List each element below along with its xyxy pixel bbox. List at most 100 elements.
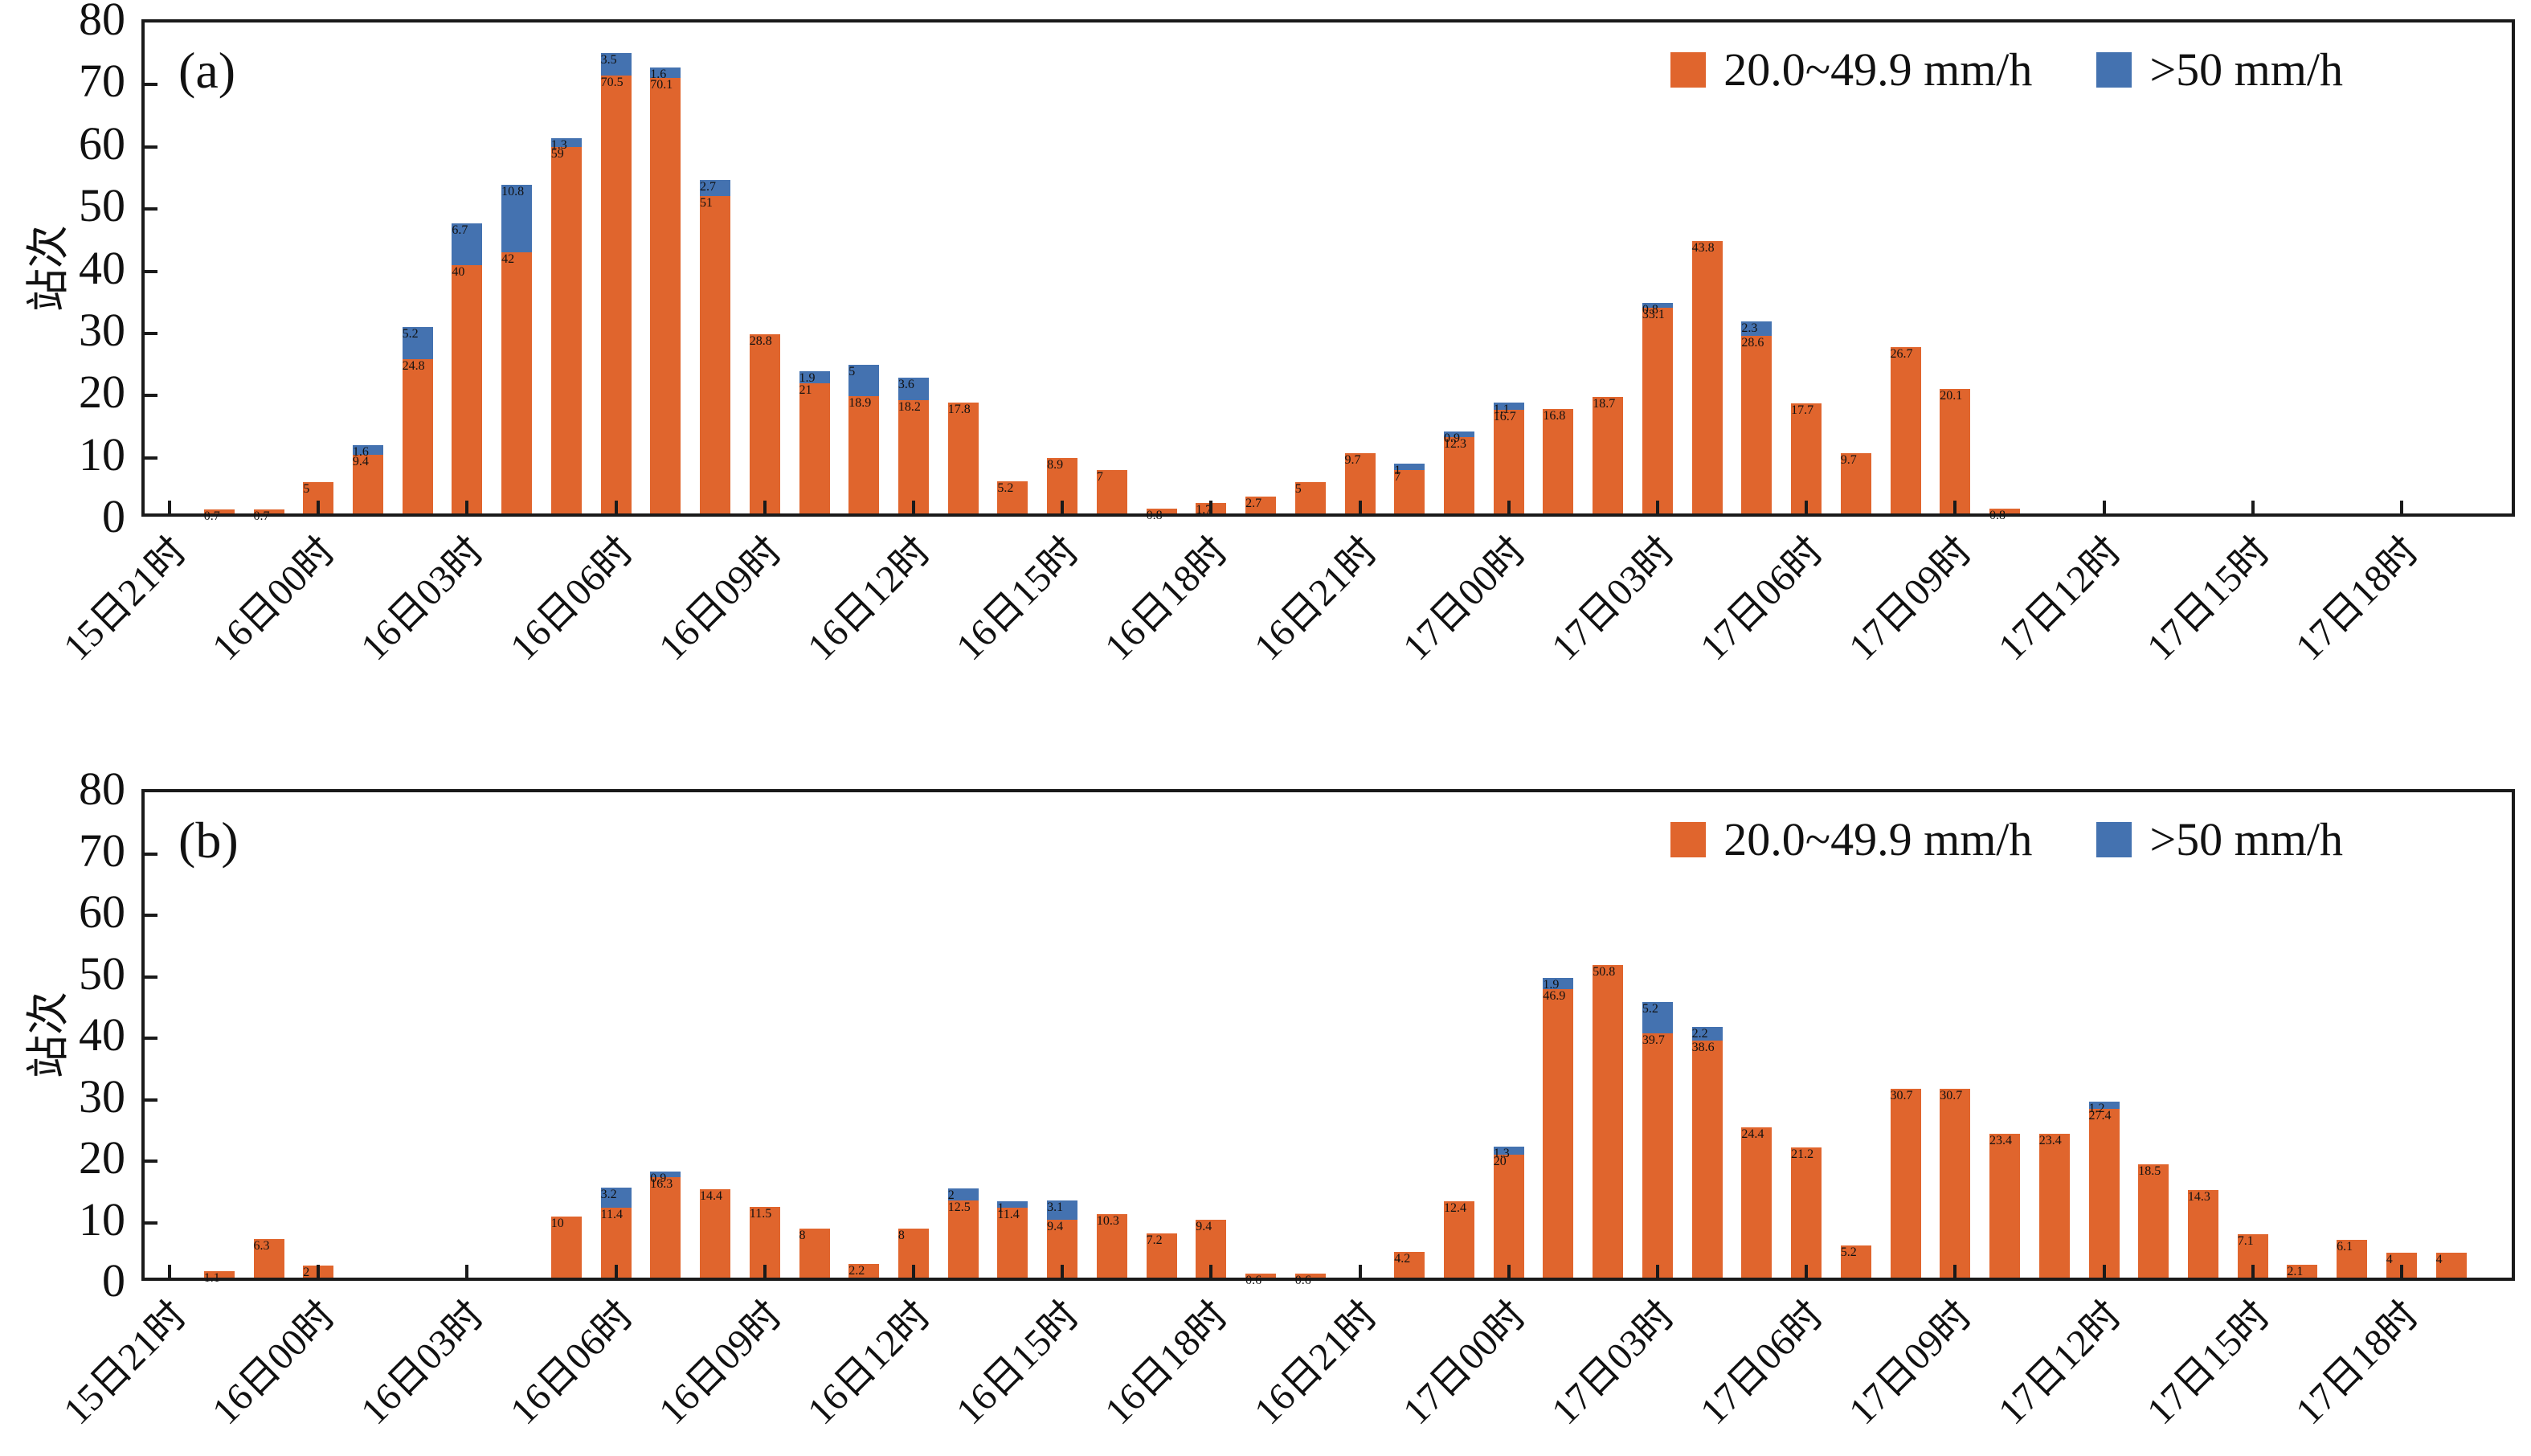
x-axis-tick [1209,1265,1213,1278]
y-axis-tick-label: 10 [79,427,125,481]
y-axis-tick [145,1159,157,1163]
x-axis-tick [763,1265,767,1278]
y-axis-tick [145,852,157,856]
bar-a-slot32-low-intensity: 28.6 [1741,335,1773,513]
y-axis-tick-label: 30 [79,303,125,356]
bar-b-slot37-low-intensity: 23.4 [1989,1134,2020,1278]
legend-item: 20.0~49.9 mm/h [1670,47,2032,93]
bar-b-slot14-low-intensity: 2.2 [848,1264,880,1278]
bar-a-slot23-low-intensity: 5 [1294,482,1326,513]
bar-a-slot25-low-intensity: 7 [1394,469,1425,513]
y-axis-tick [145,394,157,398]
bar-b-slot28-low-intensity: 46.9 [1543,989,1574,1278]
x-axis-tick [1655,1265,1659,1278]
bar-a-slot5-high-intensity: 5.2 [402,326,433,360]
bar-a-slot37-low-intensity: 0.8 [1989,508,2020,522]
bar-a-slot2-low-intensity: 0.7 [253,509,284,523]
bar-b-slot35-low-intensity: 30.7 [1890,1089,1921,1278]
bar-a-slot13-low-intensity: 21 [799,382,830,513]
bar-a-slot4-low-intensity: 9.4 [352,455,383,513]
y-axis-tick [145,914,157,917]
x-axis-tick [911,1265,915,1278]
legend: 20.0~49.9 mm/h >50 mm/h [1670,816,2343,863]
bar-b-slot13-low-intensity: 8 [799,1228,830,1278]
x-axis-tick [1507,501,1511,513]
plot-area-b: 1.16.321011.43.216.30.914.411.582.2812.5… [141,789,2515,1287]
x-axis-tick [2251,1265,2255,1278]
legend-item: >50 mm/h [2096,816,2343,863]
bar-a-slot8-high-intensity: 1.3 [550,138,582,152]
bar-b-slot11-low-intensity: 14.4 [700,1188,730,1278]
bar-a-slot6-high-intensity: 6.7 [452,223,483,265]
legend-item: >50 mm/h [2096,47,2343,93]
bar-b-slot36-low-intensity: 30.7 [1940,1089,1971,1278]
bar-a-slot11-high-intensity: 2.7 [700,179,730,197]
bar-b-slot1-low-intensity: 1.1 [203,1270,235,1285]
bar-b-slot31-high-intensity: 2.2 [1691,1026,1723,1041]
x-axis-tick [1953,1265,1957,1278]
bar-b-slot41-low-intensity: 14.3 [2187,1189,2218,1278]
bar-b-slot26-low-intensity: 12.4 [1444,1201,1474,1278]
y-axis-tick [145,145,157,149]
x-axis-tick [1655,501,1659,513]
bar-a-slot28-low-intensity: 16.8 [1543,409,1574,513]
bar-a-slot1-low-intensity: 0.7 [203,509,235,523]
bar-a-slot7-high-intensity: 10.8 [501,185,533,252]
bar-b-slot22-low-intensity: 0.6 [1245,1274,1277,1287]
bar-a-slot17-low-intensity: 5.2 [997,481,1028,513]
y-axis-tick-label: 10 [79,1192,125,1245]
y-axis-tick-label: 60 [79,885,125,938]
x-axis-tick [465,1265,469,1278]
bar-a-slot31-low-intensity: 43.8 [1691,241,1723,513]
bar-a-slot34-low-intensity: 9.7 [1840,452,1871,513]
bar-b-slot10-low-intensity: 16.3 [650,1177,681,1278]
x-axis-tick [614,501,618,513]
bar-b-slot15-low-intensity: 8 [898,1228,929,1278]
bar-a-slot15-high-intensity: 3.6 [898,378,929,401]
bar-a-slot9-low-intensity: 70.5 [600,75,632,513]
bar-a-slot19-low-intensity: 7 [1096,469,1127,513]
bar-b-slot20-low-intensity: 7.2 [1146,1233,1177,1278]
bar-a-slot30-low-intensity: 33.1 [1642,307,1673,513]
bar-b-slot23-low-intensity: 0.6 [1294,1274,1326,1287]
bar-a-slot6-low-intensity: 40 [452,264,483,513]
bar-b-slot9-high-intensity: 3.2 [600,1188,632,1208]
bar-b-slot34-low-intensity: 5.2 [1840,1245,1871,1278]
bar-b-slot2-low-intensity: 6.3 [253,1238,284,1278]
legend-item: 20.0~49.9 mm/h [1670,816,2032,863]
y-axis-tick [145,207,157,211]
y-axis-tick [145,331,157,335]
bar-b-slot46-low-intensity: 4 [2435,1253,2467,1278]
bar-b-slot17-high-intensity: 1 [997,1201,1028,1215]
legend-label: >50 mm/h [2149,813,2343,865]
y-axis-tick [145,1221,157,1225]
bar-b-slot33-low-intensity: 21.2 [1791,1147,1822,1278]
x-axis-tick [1507,1265,1511,1278]
y-axis-title: 站次 [24,224,72,312]
y-axis-tick-label: 70 [79,824,125,877]
x-axis-tick [1358,501,1362,513]
bar-a-slot26-low-intensity: 12.3 [1444,436,1474,513]
x-axis-tick [763,501,767,513]
bar-b-slot19-low-intensity: 10.3 [1096,1214,1127,1278]
y-axis-tick-label: 70 [79,55,125,108]
bar-b-slot31-low-intensity: 38.6 [1691,1040,1723,1278]
blue-square-icon [2096,822,2132,857]
y-axis-tick [145,269,157,273]
bar-a-slot5-low-intensity: 24.8 [402,359,433,513]
bar-a-slot14-high-intensity: 5 [848,365,880,396]
y-axis-tick [145,83,157,87]
y-axis-tick-label: 50 [79,947,125,1000]
bar-b-slot32-low-intensity: 24.4 [1741,1127,1773,1278]
bar-a-slot4-high-intensity: 1.6 [352,444,383,459]
plot-area-a: 0.7 0.7 5 9.4 1.6 24.8 5.2 40 6.7 42 10.8 59 1.3 70.5… [141,19,2515,523]
x-axis-tick [2102,501,2106,513]
bar-a-slot12-low-intensity: 28.8 [749,334,780,513]
x-axis-tick [465,501,469,513]
bar-b-slot25-low-intensity: 4.2 [1394,1251,1425,1278]
x-axis-tick [2251,501,2255,513]
bar-b-slot16-low-intensity: 12.5 [947,1200,979,1278]
x-axis-tick [1061,1265,1065,1278]
x-axis-tick [911,501,915,513]
x-axis-tick [168,501,171,513]
